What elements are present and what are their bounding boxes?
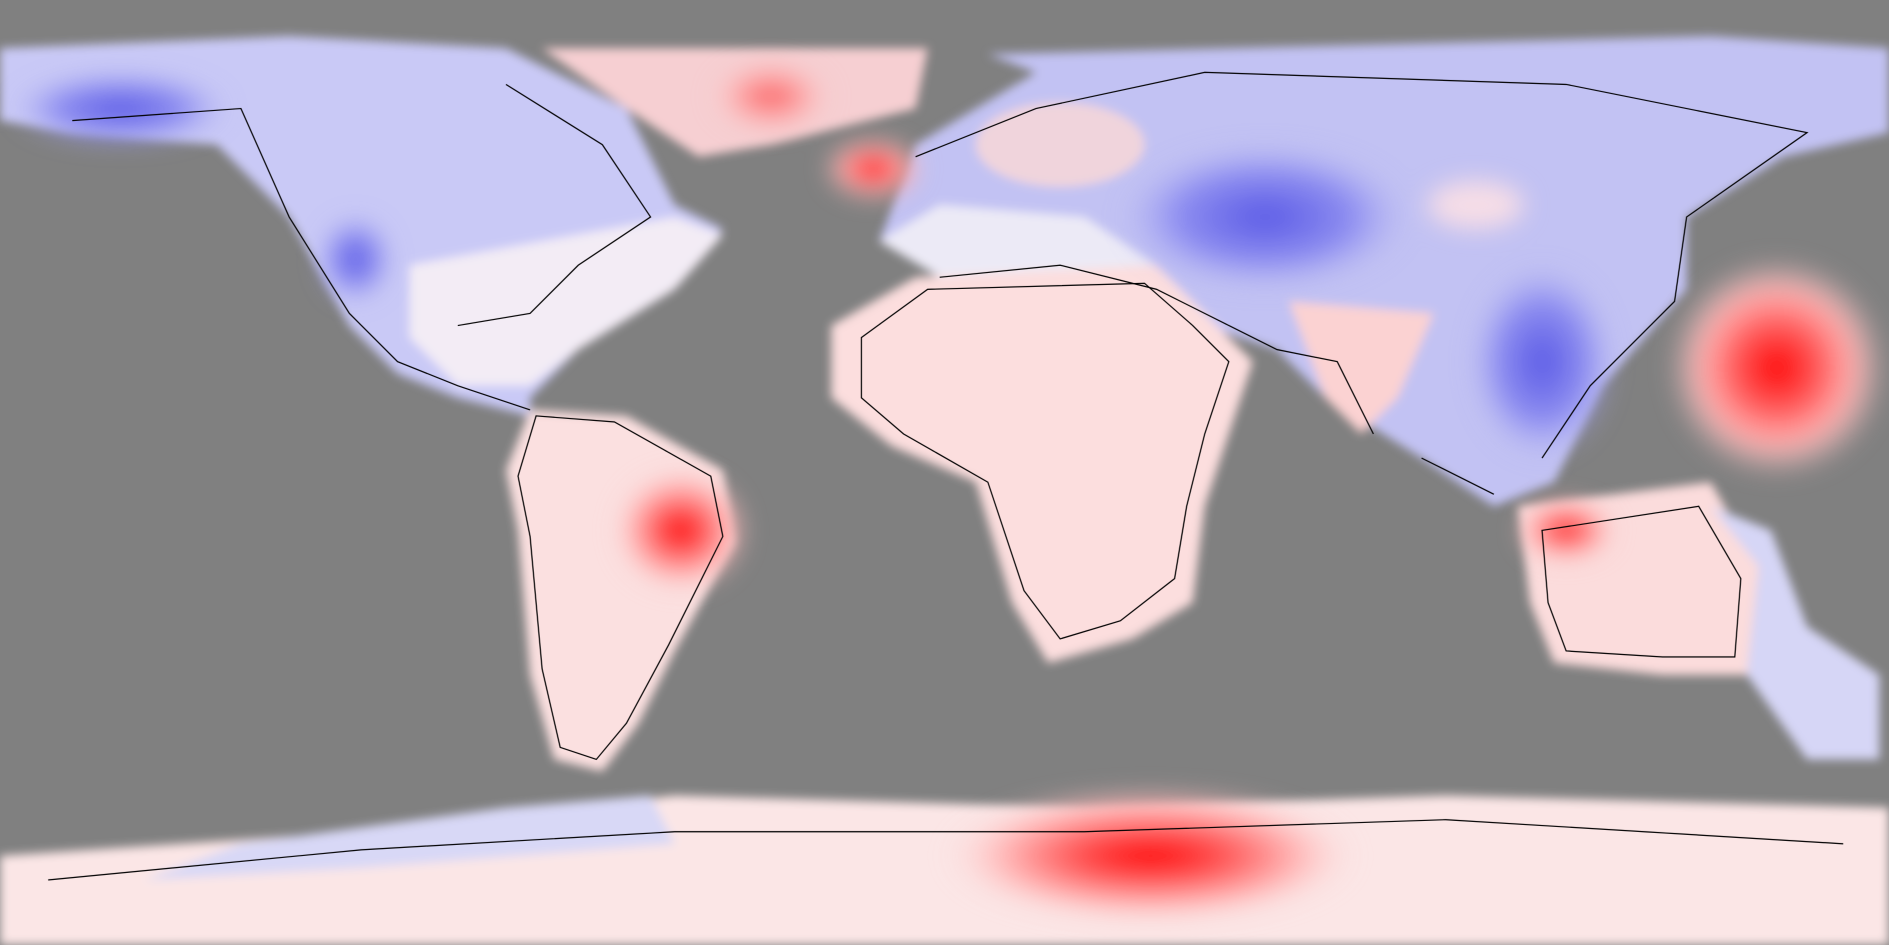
coast-eurasia	[915, 71, 1809, 495]
cold-center-alaska	[12, 72, 229, 145]
warm-center-pacific	[1668, 259, 1886, 477]
warm-center-antarctica	[945, 789, 1356, 923]
warm-center-atlantic	[825, 138, 922, 199]
coast-australia	[1541, 505, 1742, 658]
india	[1289, 301, 1434, 434]
east-north-america	[409, 216, 723, 386]
scandinavia	[975, 102, 1145, 187]
europe-south	[879, 204, 1157, 290]
coast-south-america	[517, 415, 724, 761]
coast-africa	[860, 282, 1230, 640]
antarctic-peninsula	[144, 795, 675, 880]
land-regions	[0, 36, 1889, 945]
cold-center-china	[1469, 265, 1615, 459]
warm-center-greenland	[710, 60, 832, 133]
coastlines	[48, 71, 1844, 881]
mongolia-warm	[1427, 180, 1524, 230]
warm-center-amazon	[614, 470, 747, 591]
coast-north-america	[72, 83, 652, 411]
coast-antarctica	[48, 819, 1844, 881]
warm-center-indonesia	[1517, 500, 1615, 561]
australia-east	[1710, 506, 1880, 760]
cold-center-rockies	[319, 216, 392, 302]
anomaly-centers	[12, 60, 1886, 923]
africa	[831, 265, 1253, 663]
cold-center-siberia	[1120, 144, 1410, 290]
